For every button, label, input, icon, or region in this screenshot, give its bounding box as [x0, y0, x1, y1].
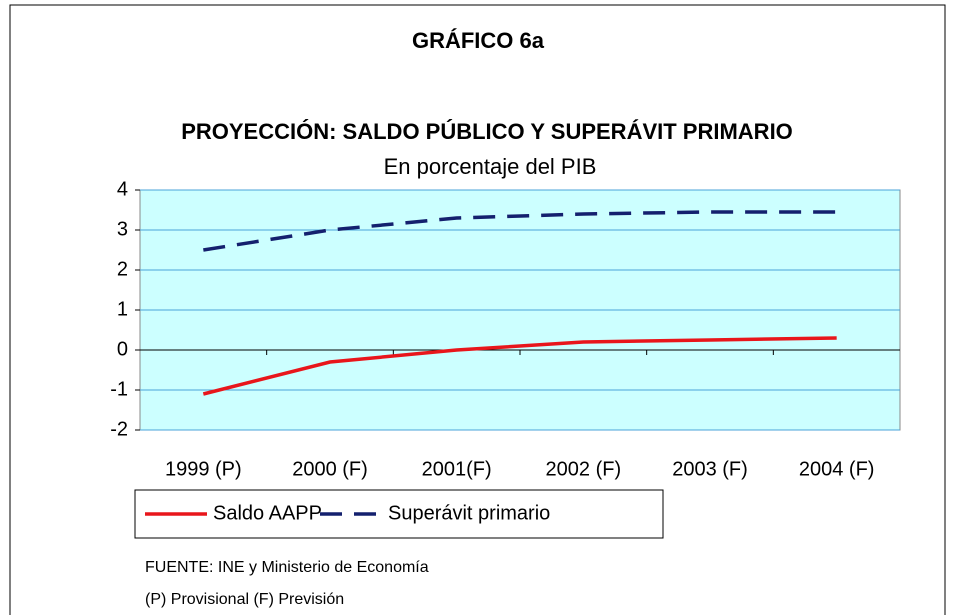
chart-title: GRÁFICO 6a [412, 28, 545, 53]
y-tick-label: 3 [117, 218, 128, 240]
note: FUENTE: INE y Ministerio de Economía [145, 559, 429, 576]
x-tick-label: 2003 (F) [672, 458, 748, 480]
x-tick-label: 1999 (P) [165, 458, 242, 480]
x-tick-label: 2004 (F) [799, 458, 875, 480]
series-line [202, 336, 837, 396]
chart-subtitle-2: En porcentaje del PIB [384, 154, 597, 179]
y-tick-label: -2 [110, 418, 128, 440]
x-tick-label: 2000 (F) [292, 458, 368, 480]
y-tick-label: 2 [117, 258, 128, 280]
y-tick-label: -1 [110, 378, 128, 400]
chart-subtitle: PROYECCIÓN: SALDO PÚBLICO Y SUPERÁVIT PR… [181, 119, 793, 144]
legend-label: Superávit primario [388, 502, 550, 524]
legend-box [134, 489, 664, 539]
y-tick-label: 0 [117, 338, 128, 360]
note: (P) Provisional (F) Previsión [145, 591, 344, 608]
series-line [203, 210, 837, 252]
y-tick-label: 1 [117, 298, 128, 320]
x-tick-label: 2002 (F) [546, 458, 622, 480]
y-tick-label: 4 [117, 178, 128, 200]
legend-label: Saldo AAPP [213, 502, 322, 524]
x-tick-label: 2001(F) [422, 458, 492, 480]
